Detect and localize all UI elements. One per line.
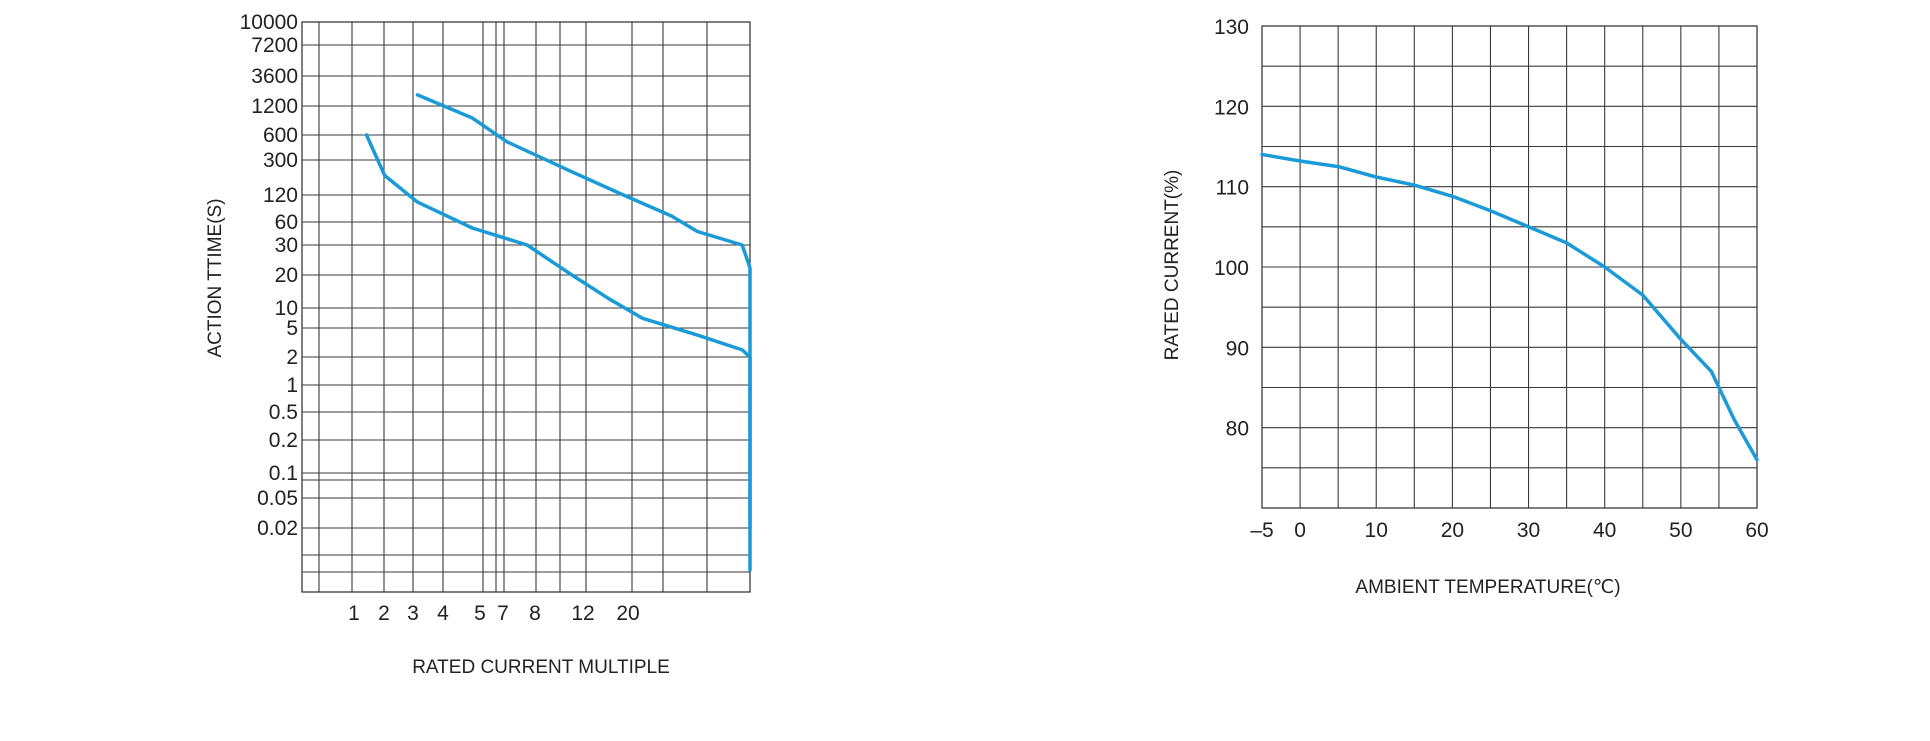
- y-tick-label: 80: [1226, 418, 1249, 441]
- y-axis-title: RATED CURRENT(%): [1162, 170, 1183, 361]
- y-tick-label: 100: [1214, 257, 1249, 280]
- x-axis-title: AMBIENT TEMPERATURE(℃): [1355, 577, 1620, 598]
- x-tick-label: 7: [497, 602, 509, 625]
- y-tick-label: 0.5: [269, 401, 298, 424]
- y-tick-label: 0.05: [257, 487, 298, 510]
- y-tick-label: 20: [275, 264, 298, 287]
- x-tick-label: 50: [1669, 519, 1692, 542]
- temperature-derating-chart: 130 120 110 100 90 80 –5 0 10 20 30 40 50 60 AMBIENT T…: [1162, 16, 1769, 598]
- x-tick-label: 2: [378, 602, 390, 625]
- x-tick-label: 20: [1441, 519, 1464, 542]
- x-tick-label: 4: [437, 602, 449, 625]
- x-tick-label: 10: [1365, 519, 1388, 542]
- y-tick-label: 110: [1216, 177, 1249, 200]
- y-tick-label: 10000: [240, 11, 298, 34]
- y-tick-label: 10: [275, 297, 298, 320]
- x-tick-label: –5: [1250, 519, 1273, 542]
- y-tick-label: 0.02: [257, 517, 298, 540]
- y-tick-label: 3600: [251, 65, 298, 88]
- x-tick-label: 5: [474, 602, 486, 625]
- y-tick-label: 1200: [251, 95, 298, 118]
- plot-frame: [301, 21, 751, 593]
- y-tick-label: 7200: [251, 34, 298, 57]
- x-tick-label: 8: [529, 602, 541, 625]
- y-tick-label: 1: [286, 374, 298, 397]
- y-tick-label: 60: [275, 211, 298, 234]
- x-tick-label: 12: [571, 602, 594, 625]
- x-axis-title: RATED CURRENT MULTIPLE: [412, 657, 670, 678]
- x-tick-label: 60: [1745, 519, 1768, 542]
- y-tick-label: 0.2: [269, 429, 298, 452]
- y-tick-label: 90: [1226, 337, 1249, 360]
- x-tick-label: 20: [616, 602, 639, 625]
- derating-curve: [1260, 152, 1759, 462]
- x-tick-label: 3: [407, 602, 419, 625]
- y-tick-label: 30: [275, 234, 298, 257]
- y-tick-label: 5: [286, 317, 298, 340]
- x-tick-label: 30: [1517, 519, 1540, 542]
- trip-characteristic-chart: 10000720036001200600300120603020105210.5…: [205, 11, 752, 678]
- y-tick-label: 130: [1214, 16, 1249, 39]
- y-tick-label: 300: [263, 149, 298, 172]
- curve-lower: [364, 133, 752, 572]
- x-tick-label: 1: [348, 602, 360, 625]
- curve-upper: [415, 93, 752, 530]
- y-tick-label: 120: [1214, 96, 1249, 119]
- x-tick-label: 0: [1294, 519, 1306, 542]
- plot-frame: [1261, 25, 1758, 509]
- y-tick-label: 0.1: [269, 462, 298, 485]
- y-tick-label: 600: [263, 124, 298, 147]
- x-tick-label: 40: [1593, 519, 1616, 542]
- y-tick-label: 120: [263, 184, 298, 207]
- y-tick-label: 2: [286, 346, 298, 369]
- y-axis-title: ACTION TTIME(S): [205, 198, 226, 357]
